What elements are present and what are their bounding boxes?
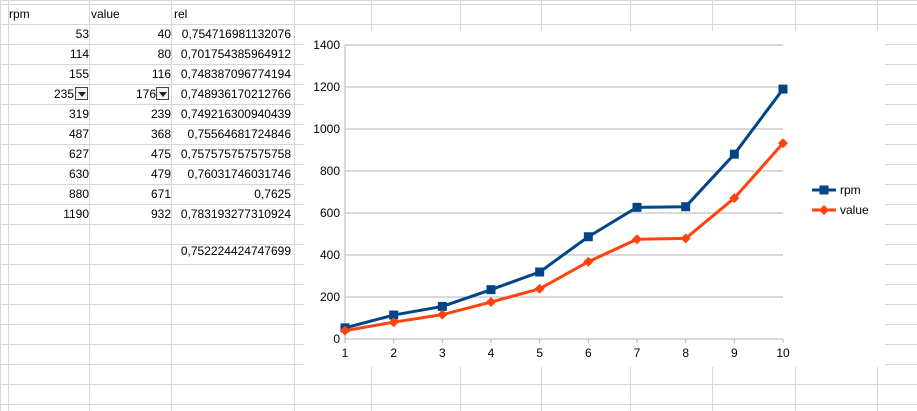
point-rpm: [729, 149, 739, 159]
line-chart[interactable]: 0 200 400 600 800 1000 1200 1400 1 2 3 4 5 6 7 8 9 10 rpm v…: [304, 31, 885, 367]
cell-value[interactable]: 479: [150, 167, 171, 181]
cell-value[interactable]: 239: [150, 107, 171, 121]
cell-value[interactable]: 475: [150, 147, 171, 161]
cell-rpm[interactable]: 880: [68, 187, 89, 201]
header-rpm[interactable]: rpm: [9, 7, 30, 21]
cell-rel[interactable]: 0,748387096774194: [180, 67, 291, 81]
point-rpm: [389, 310, 399, 320]
cell-value[interactable]: 176: [135, 87, 156, 101]
point-value: [534, 283, 545, 294]
header-value[interactable]: value: [91, 7, 120, 21]
cell-rel[interactable]: 0,783193277310924: [180, 207, 291, 221]
y-tick-label: 0: [333, 332, 340, 346]
point-value: [729, 193, 740, 204]
y-tick-label: 200: [320, 290, 340, 304]
point-value: [680, 233, 691, 244]
cell-rpm[interactable]: 53: [75, 27, 89, 41]
point-value: [486, 297, 496, 308]
average-rel-cell[interactable]: 0,752224424747699: [180, 244, 291, 258]
cell-value[interactable]: 368: [150, 127, 171, 141]
point-rpm: [632, 202, 642, 212]
legend-marker-value: [819, 205, 829, 215]
value-filter-dropdown-icon[interactable]: [156, 87, 169, 100]
legend-label-rpm: rpm: [840, 183, 861, 197]
x-tick-label: 5: [536, 346, 543, 360]
legend-label-value: value: [840, 203, 869, 217]
cell-rpm[interactable]: 235: [53, 87, 74, 101]
y-tick-label: 1200: [313, 80, 340, 94]
point-rpm: [681, 202, 691, 212]
point-rpm: [486, 285, 496, 295]
series-line-value: [344, 142, 785, 333]
cell-rpm[interactable]: 114: [69, 47, 89, 61]
y-tick-label: 1400: [313, 38, 340, 52]
series-line-rpm: [344, 88, 785, 330]
cell-value[interactable]: 116: [151, 67, 171, 81]
cell-rel[interactable]: 0,754716981132076: [181, 27, 291, 41]
x-tick-label: 10: [776, 346, 790, 360]
cell-value[interactable]: 932: [150, 207, 171, 221]
point-rpm: [535, 267, 545, 277]
x-tick-label: 2: [390, 346, 397, 360]
rpm-filter-dropdown-icon[interactable]: [75, 87, 88, 100]
x-tick-label: 4: [488, 346, 495, 360]
point-value: [340, 325, 350, 336]
cell-rel[interactable]: 0,748936170212766: [180, 87, 291, 101]
point-value: [583, 256, 594, 267]
x-tick-label: 3: [439, 346, 446, 360]
cell-rel[interactable]: 0,7625: [254, 187, 291, 201]
cell-rpm[interactable]: 487: [68, 127, 89, 141]
header-rel[interactable]: rel: [174, 7, 188, 21]
x-tick-label: 7: [634, 346, 641, 360]
y-tick-label: 600: [320, 206, 340, 220]
cell-rpm[interactable]: 1190: [63, 207, 89, 221]
cell-rel[interactable]: 0,749216300940439: [180, 107, 291, 121]
cell-rel[interactable]: 0,75564681724846: [187, 127, 291, 141]
point-rpm: [437, 301, 447, 311]
cell-rel[interactable]: 0,76031746031746: [187, 167, 291, 181]
cell-rpm[interactable]: 627: [68, 147, 89, 161]
y-tick-label: 400: [320, 248, 340, 262]
point-value: [778, 138, 788, 149]
chart-plot: 0 200 400 600 800 1000 1200 1400 1 2 3 4 5 6 7 8 9 10 rpm v…: [313, 38, 869, 360]
point-value: [632, 234, 642, 245]
cell-rel[interactable]: 0,701754385964912: [180, 47, 291, 61]
x-tick-label: 8: [682, 346, 689, 360]
point-rpm: [778, 84, 788, 94]
cell-rpm[interactable]: 319: [68, 107, 89, 121]
cell-rpm[interactable]: 630: [68, 167, 89, 181]
point-rpm: [583, 232, 593, 242]
point-value: [388, 317, 399, 328]
x-tick-label: 9: [731, 346, 738, 360]
x-tick-label: 6: [585, 346, 592, 360]
cell-rel[interactable]: 0,757575757575758: [180, 147, 291, 161]
y-tick-label: 1000: [313, 122, 340, 136]
y-tick-label: 800: [320, 164, 340, 178]
legend-marker-rpm: [819, 185, 829, 195]
point-value: [437, 309, 448, 320]
cell-value[interactable]: 671: [150, 187, 171, 201]
x-tick-label: 1: [342, 346, 349, 360]
cell-rpm[interactable]: 155: [68, 67, 89, 81]
cell-value[interactable]: 80: [157, 47, 171, 61]
cell-value[interactable]: 40: [157, 27, 171, 41]
